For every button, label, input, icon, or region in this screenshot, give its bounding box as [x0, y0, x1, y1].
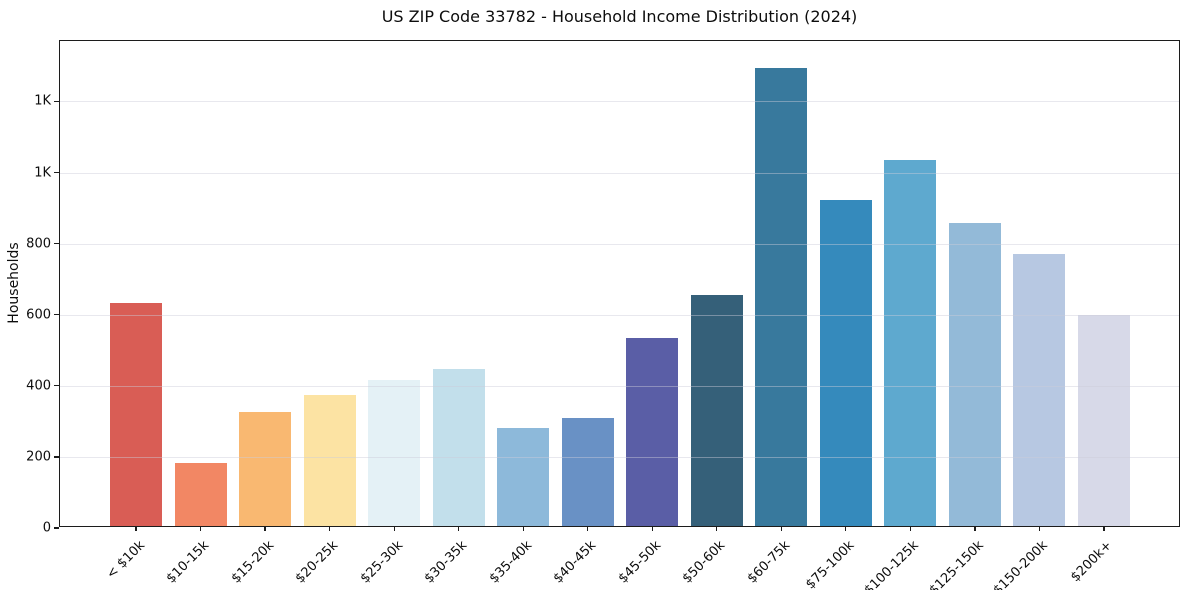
x-tick-mark: [1038, 526, 1041, 531]
y-axis-title: Households: [6, 242, 22, 324]
x-tick-mark: [329, 526, 331, 531]
gridline-200: [60, 456, 1179, 458]
x-tick-label: $45-50k: [615, 538, 664, 587]
y-tick-label: 600: [26, 307, 51, 323]
bar-15-20k: [239, 411, 292, 526]
y-tick-mark: [53, 314, 59, 316]
x-tick-mark: [845, 526, 847, 531]
y-tick-mark: [53, 527, 59, 529]
x-tick-label: $35-40k: [486, 538, 535, 587]
y-tick-label: 800: [26, 236, 51, 252]
x-tick-label: $25-30k: [357, 538, 406, 587]
x-tick-mark: [199, 526, 202, 531]
x-tick-mark: [780, 526, 782, 531]
x-tick-label: $20-25k: [292, 538, 342, 587]
bar-50-60k: [690, 294, 743, 526]
x-tick-label: $15-20k: [228, 538, 277, 587]
x-tick-label: $150-200k: [990, 538, 1052, 590]
bar-10-15k: [174, 462, 227, 526]
y-tick-label: 0: [42, 520, 51, 536]
bar-60-75k: [755, 67, 808, 526]
x-tick-mark: [909, 526, 912, 531]
bar-200k+: [1078, 315, 1130, 526]
x-tick-mark: [135, 526, 137, 531]
x-tick-mark: [1103, 526, 1105, 531]
bar-20-25k: [303, 395, 356, 526]
x-tick-mark: [393, 526, 395, 531]
y-tick-mark: [53, 385, 59, 387]
bar-25-30k: [368, 379, 421, 526]
y-tick-label: 1K: [34, 93, 51, 109]
x-tick-label: $75-100k: [803, 538, 858, 590]
x-tick-label: $10-15k: [163, 538, 213, 587]
bar-35-40k: [497, 428, 550, 526]
y-tick-label: 400: [26, 378, 51, 394]
bar-10k: [110, 303, 162, 526]
x-tick-mark: [716, 526, 718, 531]
bar-100-125k: [884, 159, 937, 526]
x-tick-label: $50-60k: [679, 538, 729, 587]
y-tick-label: 1K: [34, 165, 51, 180]
bar-45-50k: [626, 338, 679, 526]
x-tick-label: $40-45k: [550, 538, 600, 587]
x-tick-label: $100-125k: [861, 538, 923, 590]
x-tick-mark: [522, 526, 524, 531]
plot-area: < $10k $10-15k $15-20k $20-25k $25-30k $30-35…: [26, 40, 1180, 590]
bar-125-150k: [948, 223, 1001, 526]
y-tick-mark: [53, 456, 59, 458]
gridline-1200: [60, 101, 1179, 103]
y-tick-label: 200: [26, 449, 51, 465]
x-tick-mark: [974, 526, 976, 531]
bar-40-45k: [561, 418, 614, 526]
x-tick-label: < $10k: [103, 538, 148, 583]
chart-title: US ZIP Code 33782 - Household Income Dis…: [381, 7, 858, 26]
bar-150-200k: [1013, 253, 1066, 526]
gridline-600: [60, 314, 1179, 316]
x-tick-mark: [587, 526, 589, 531]
y-tick-mark: [53, 243, 59, 245]
x-tick-mark: [651, 526, 653, 531]
gridline-800: [60, 243, 1179, 245]
x-tick-label: $200k+: [1068, 538, 1116, 586]
y-tick-mark: [53, 171, 59, 174]
x-tick-label: $60-75k: [744, 538, 793, 587]
gridline-1000: [60, 172, 1179, 174]
bar-30-35k: [432, 368, 485, 526]
gridline-400: [60, 385, 1179, 387]
x-tick-label: $125-150k: [926, 538, 987, 590]
x-tick-mark: [458, 526, 460, 531]
bar-75-100k: [819, 200, 872, 526]
x-tick-mark: [264, 526, 266, 531]
y-tick-mark: [53, 100, 59, 103]
x-tick-label: $30-35k: [421, 538, 471, 587]
